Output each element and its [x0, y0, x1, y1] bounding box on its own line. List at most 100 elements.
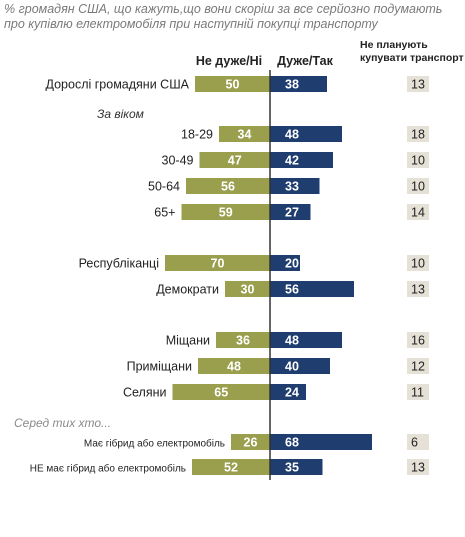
row-label: НЕ має гібрид або електромобіль — [30, 463, 186, 475]
bar-no — [225, 281, 270, 297]
bar-no-label: 56 — [221, 180, 235, 194]
chart-title: % громадян США, що кажуть,що вони скоріш… — [4, 2, 443, 31]
chart-row: Республіканці 70 20 10 — [79, 255, 429, 271]
bar-no-label: 52 — [224, 461, 238, 475]
bar-yes-label: 35 — [285, 461, 299, 475]
bar-yes-label: 33 — [285, 180, 299, 194]
not-planning-value: 13 — [411, 283, 425, 297]
not-planning-box — [407, 332, 429, 348]
row-label: 50-64 — [148, 180, 180, 194]
header-no: Не дуже/Ні — [196, 54, 262, 68]
bar-yes-label: 48 — [285, 128, 299, 142]
bar-yes-label: 42 — [285, 154, 299, 168]
chart-row: Серед тих хто... — [14, 416, 111, 430]
bar-no-label: 70 — [211, 257, 225, 271]
bar-no — [219, 126, 270, 142]
bar-no-label: 48 — [227, 360, 241, 374]
bar-yes-label: 48 — [285, 334, 299, 348]
bar-no-label: 59 — [219, 206, 233, 220]
bar-yes — [270, 459, 323, 475]
bar-no — [231, 434, 270, 450]
bar-yes-label: 68 — [285, 436, 299, 450]
chart-row: Дорослі громадяни США 50 38 13 — [45, 76, 429, 92]
row-label: Міщани — [166, 334, 210, 348]
bar-no — [199, 152, 270, 168]
chart-row: За віком — [97, 107, 144, 121]
not-planning-box — [407, 384, 429, 400]
bar-no-label: 65 — [214, 386, 228, 400]
bar-yes-label: 24 — [285, 386, 299, 400]
not-planning-box — [407, 204, 429, 220]
not-planning-box — [407, 126, 429, 142]
chart-row: Селяни 65 24 11 — [123, 384, 429, 400]
row-label: Дорослі громадяни США — [45, 78, 189, 92]
not-planning-box — [407, 152, 429, 168]
bar-yes — [270, 178, 320, 194]
not-planning-value: 14 — [411, 206, 425, 220]
row-label: 18-29 — [181, 128, 213, 142]
chart-row: НЕ має гібрид або електромобіль 52 35 13 — [30, 459, 429, 475]
bar-yes — [270, 358, 330, 374]
bar-no-label: 34 — [238, 128, 252, 142]
not-planning-value: 11 — [411, 386, 424, 400]
row-label: 30-49 — [162, 154, 194, 168]
bar-yes-label: 38 — [285, 78, 299, 92]
bar-yes-label: 20 — [285, 257, 299, 271]
bar-yes — [270, 126, 342, 142]
group-label: Серед тих хто... — [14, 416, 111, 430]
header-not-planning-line1: Не планують — [360, 39, 428, 51]
header-not-planning-line2: купувати транспорт — [360, 52, 464, 64]
row-label: Приміщани — [127, 360, 192, 374]
not-planning-box — [407, 76, 429, 92]
row-label: Має гібрид або електромобіль — [84, 438, 225, 450]
chart-row: Має гібрид або електромобіль 26 68 6 — [84, 434, 429, 450]
not-planning-value: 10 — [411, 180, 425, 194]
bar-yes — [270, 152, 333, 168]
bar-no — [186, 178, 270, 194]
not-planning-box — [407, 358, 429, 374]
bar-yes — [270, 255, 300, 271]
not-planning-value: 16 — [411, 334, 425, 348]
bar-no — [165, 255, 270, 271]
bar-no — [172, 384, 270, 400]
bar-no — [216, 332, 270, 348]
not-planning-box — [407, 255, 429, 271]
row-label: Республіканці — [79, 257, 159, 271]
bar-yes-label: 56 — [285, 283, 299, 297]
not-planning-value: 18 — [411, 128, 425, 142]
bar-no-label: 47 — [228, 154, 242, 168]
not-planning-box — [407, 281, 429, 297]
row-label: 65+ — [154, 206, 175, 220]
not-planning-value: 13 — [411, 461, 425, 475]
chart-row: Приміщани 48 40 12 — [127, 358, 429, 374]
bar-no — [181, 204, 270, 220]
bar-yes — [270, 281, 354, 297]
not-planning-value: 10 — [411, 257, 425, 271]
not-planning-box — [407, 178, 429, 194]
bar-yes — [270, 384, 306, 400]
bar-no-label: 26 — [244, 436, 258, 450]
bar-no — [195, 76, 270, 92]
chart-row: 65+ 59 27 14 — [154, 204, 429, 220]
bar-yes-label: 27 — [285, 206, 299, 220]
bar-no-label: 50 — [226, 78, 240, 92]
bar-no — [192, 459, 270, 475]
bar-yes — [270, 76, 327, 92]
row-label: Селяни — [123, 386, 167, 400]
not-planning-box — [407, 434, 429, 450]
chart-row: 30-49 47 42 10 — [162, 152, 429, 168]
bar-no — [198, 358, 270, 374]
bar-yes — [270, 434, 372, 450]
not-planning-value: 6 — [411, 436, 418, 450]
header-yes: Дуже/Так — [277, 54, 334, 68]
not-planning-value: 10 — [411, 154, 425, 168]
chart-row: Демократи 30 56 13 — [156, 281, 429, 297]
bar-no-label: 30 — [241, 283, 255, 297]
chart-row: 18-29 34 48 18 — [181, 126, 429, 142]
bar-yes — [270, 204, 311, 220]
not-planning-value: 13 — [411, 78, 425, 92]
group-label: За віком — [97, 107, 144, 121]
row-label: Демократи — [156, 283, 219, 297]
bar-yes-label: 40 — [285, 360, 299, 374]
